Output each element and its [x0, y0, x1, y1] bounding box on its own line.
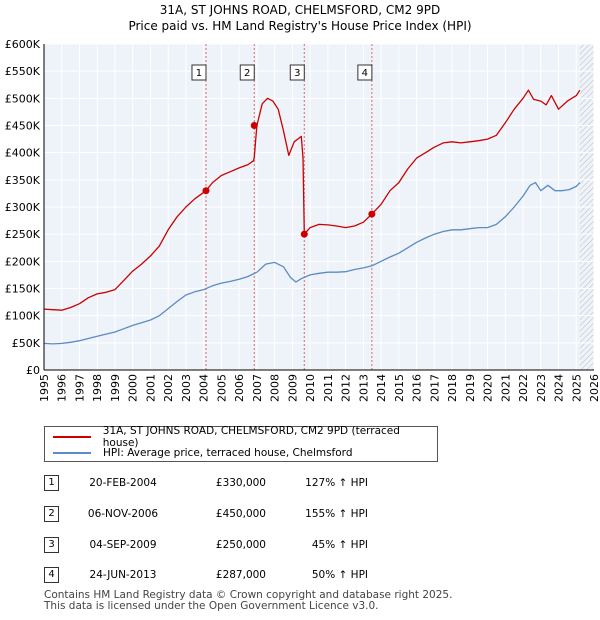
footer-copyright: Contains HM Land Registry data © Crown c…	[44, 589, 453, 601]
transaction-point	[368, 210, 376, 218]
x-tick-label: 2011	[322, 374, 335, 402]
y-tick-label: £300K	[5, 201, 41, 214]
transaction-row: 2 06-NOV-2006 £450,000 155% ↑ HPI	[44, 505, 444, 525]
transaction-number: 1	[44, 475, 59, 491]
transaction-date: 04-SEP-2009	[89, 539, 157, 551]
y-tick-label: £0	[26, 364, 40, 377]
transaction-price: £330,000	[215, 477, 266, 489]
x-tick-label: 2009	[286, 374, 299, 402]
legend-entry-property: 31A, ST JOHNS ROAD, CHELMSFORD, CM2 9PD …	[53, 425, 437, 449]
transaction-hpi: 155% ↑ HPI	[305, 508, 368, 520]
x-tick-label: 1999	[109, 374, 122, 402]
y-tick-label: £350K	[5, 174, 41, 187]
transaction-date: 24-JUN-2013	[89, 569, 157, 581]
x-tick-label: 2019	[464, 374, 477, 402]
y-tick-label: £600K	[5, 38, 41, 51]
transaction-date: 20-FEB-2004	[89, 477, 157, 489]
transaction-row: 1 20-FEB-2004 £330,000 127% ↑ HPI	[44, 474, 444, 494]
price-chart: £0 £50K £100K £150K £200K £250K £300K £350K £400…	[5, 38, 600, 402]
x-tick-label: 2023	[535, 374, 548, 402]
transaction-number: 2	[44, 506, 59, 522]
transaction-hpi: 50% ↑ HPI	[311, 569, 368, 581]
y-tick-label: £400K	[5, 147, 41, 160]
x-tick-label: 1996	[56, 374, 69, 402]
chart-title: 31A, ST JOHNS ROAD, CHELMSFORD, CM2 9PD	[159, 3, 441, 17]
footer-license: This data is licensed under the Open Gov…	[44, 600, 379, 612]
transaction-number: 4	[44, 567, 59, 583]
x-tick-label: 2024	[553, 374, 566, 402]
transaction-point	[300, 230, 308, 238]
x-tick-label: 2000	[127, 374, 140, 402]
transaction-number-box	[357, 64, 373, 81]
x-tick-label: 1998	[91, 374, 104, 402]
transaction-price: £250,000	[215, 539, 266, 551]
transaction-number-label: 4	[362, 68, 368, 79]
transaction-point	[250, 122, 258, 129]
legend-label-property: 31A, ST JOHNS ROAD, CHELMSFORD, CM2 9PD …	[102, 425, 400, 449]
y-tick-label: £50K	[12, 337, 41, 350]
transaction-number-label: 2	[244, 68, 250, 79]
x-tick-label: 2014	[375, 374, 388, 402]
x-tick-label: 2003	[180, 374, 193, 402]
y-tick-label: £550K	[5, 65, 41, 78]
x-tick-label: 2010	[304, 374, 317, 402]
x-tick-label: 2007	[251, 374, 264, 402]
hpi-series-line	[43, 181, 581, 345]
x-tick-label: 2001	[144, 374, 157, 402]
transaction-hpi: 45% ↑ HPI	[311, 539, 368, 551]
property-series-line	[43, 89, 581, 311]
x-tick-label: 2022	[517, 374, 530, 402]
transaction-number-box	[239, 64, 255, 81]
x-tick-label: 2026	[588, 374, 600, 402]
y-tick-label: £200K	[5, 255, 41, 268]
x-tick-label: 2008	[269, 374, 282, 402]
transaction-number: 3	[44, 537, 59, 553]
x-tick-label: 2013	[357, 374, 370, 402]
footer-attribution: Contains HM Land Registry data © Crown c…	[44, 590, 452, 612]
transaction-point	[202, 187, 210, 195]
y-tick-label: £500K	[5, 92, 41, 105]
transaction-number-box	[191, 64, 207, 81]
x-tick-label: 1995	[38, 374, 51, 402]
chart-legend: 31A, ST JOHNS ROAD, CHELMSFORD, CM2 9PD …	[44, 425, 438, 462]
y-tick-label: £450K	[5, 120, 41, 133]
legend-entry-hpi: HPI: Average price, terraced house, Chel…	[53, 445, 352, 461]
y-tick-label: £150K	[5, 283, 41, 296]
x-tick-label: 2016	[411, 374, 424, 402]
y-tick-label: £250K	[5, 228, 41, 241]
x-tick-label: 2025	[570, 374, 583, 402]
x-tick-label: 2017	[428, 374, 441, 402]
legend-label-hpi: HPI: Average price, terraced house, Chel…	[103, 447, 353, 459]
legend-swatch-red	[53, 436, 91, 438]
legend-swatch-blue	[53, 452, 91, 454]
transaction-row: 3 04-SEP-2009 £250,000 45% ↑ HPI	[44, 536, 444, 556]
transaction-price: £287,000	[215, 569, 266, 581]
x-tick-label: 2004	[198, 374, 211, 402]
x-tick-label: 2015	[393, 374, 406, 402]
x-tick-label: 2012	[340, 374, 353, 402]
x-tick-label: 2021	[499, 374, 512, 402]
chart-subtitle: Price paid vs. HM Land Registry's House …	[128, 19, 472, 33]
x-tick-label: 2002	[162, 374, 175, 402]
transaction-price: £450,000	[215, 508, 266, 520]
x-tick-label: 2006	[233, 374, 246, 402]
transaction-number-label: 3	[294, 68, 300, 79]
y-tick-label: £100K	[5, 310, 41, 323]
x-tick-label: 2018	[446, 374, 459, 402]
transaction-hpi: 127% ↑ HPI	[305, 477, 368, 489]
x-tick-label: 1997	[73, 374, 86, 402]
x-tick-label: 2005	[215, 374, 228, 402]
transaction-number-box	[289, 64, 305, 81]
transaction-date: 06-NOV-2006	[87, 508, 159, 520]
transaction-row: 4 24-JUN-2013 £287,000 50% ↑ HPI	[44, 566, 444, 586]
transaction-number-label: 1	[196, 68, 202, 79]
x-tick-label: 2020	[482, 374, 495, 402]
